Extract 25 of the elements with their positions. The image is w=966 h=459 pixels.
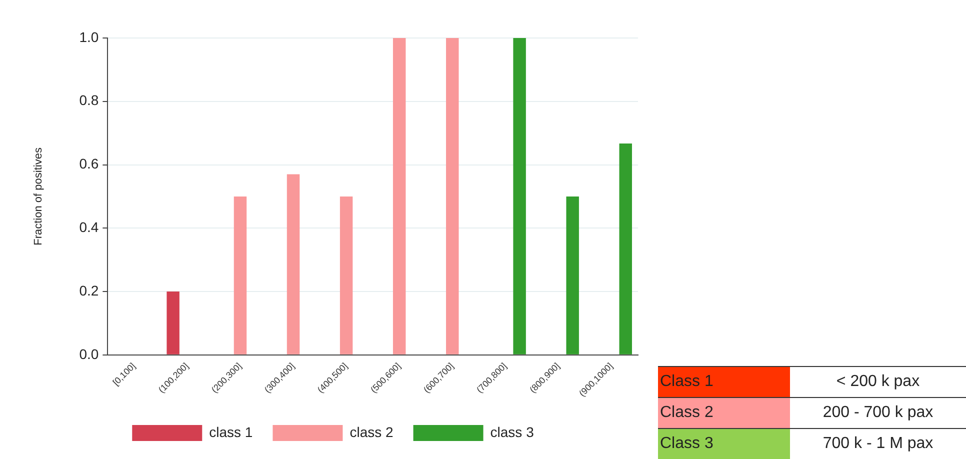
bar: [392, 38, 406, 354]
bar: [340, 196, 353, 354]
legend-label: class 3: [490, 424, 534, 440]
text: Class 2: [658, 398, 790, 428]
y-tick-label: 0.8: [79, 92, 99, 108]
text: 200 - 700 k pax: [822, 403, 934, 423]
y-axis-title: Fraction of positives: [32, 147, 45, 246]
y-tick-label: 0.2: [79, 282, 99, 298]
text: Class 1: [658, 366, 790, 398]
bar: [234, 196, 247, 354]
y-tick-label: 0.0: [79, 346, 99, 362]
bar: [619, 144, 632, 354]
bar: [446, 38, 459, 354]
legend-label: class 1: [209, 424, 253, 440]
y-tick-label: 0.6: [79, 156, 99, 172]
text: Class 3: [658, 428, 790, 459]
bar: [513, 38, 526, 354]
text: 700 k - 1 M pax: [822, 434, 934, 454]
legend-label: class 2: [350, 424, 394, 440]
bar: [566, 196, 579, 354]
y-tick-label: 0.4: [79, 219, 99, 236]
y-tick-label: 1.0: [79, 28, 99, 45]
bar: [286, 174, 300, 354]
bar: [166, 292, 180, 354]
text: < 200 k pax: [835, 372, 921, 392]
